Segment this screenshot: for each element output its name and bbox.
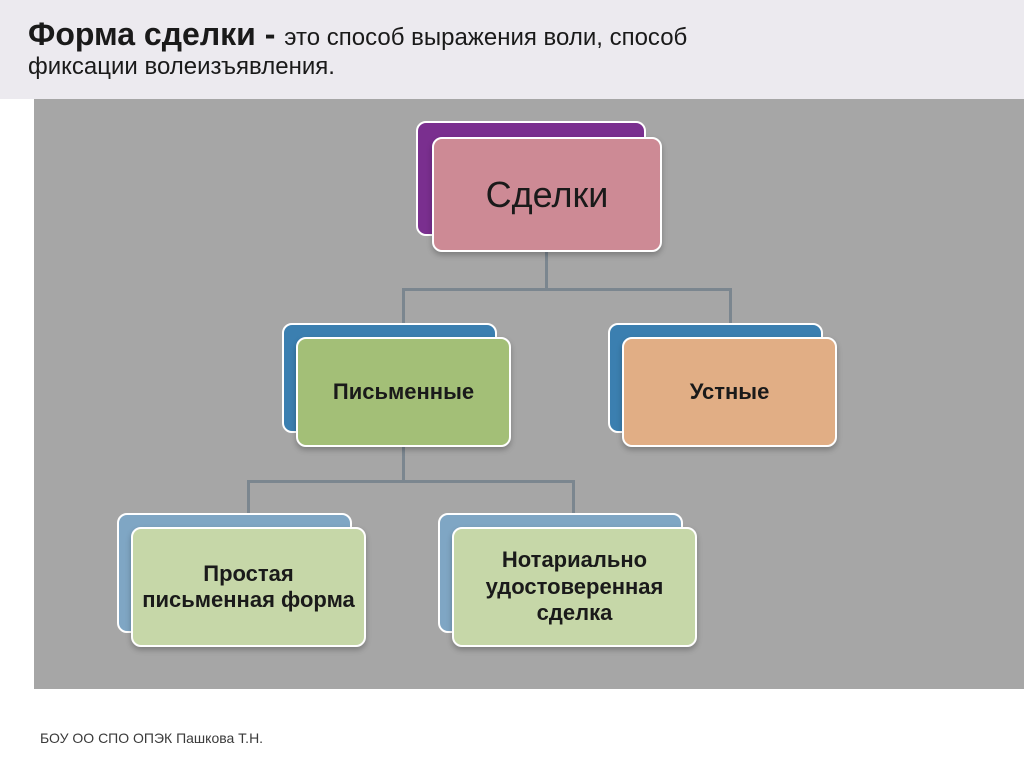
connector-3: [729, 288, 732, 323]
title-rest-1: это способ выражения воли, способ: [284, 24, 687, 51]
node-simple: Простая письменная форма: [131, 527, 366, 647]
node-root: Сделки: [432, 137, 662, 252]
node-label-root: Сделки: [486, 173, 609, 216]
connector-2: [402, 288, 405, 323]
connector-6: [247, 480, 250, 513]
title-bold: Форма сделки -: [28, 16, 284, 52]
connector-4: [402, 447, 405, 480]
connector-7: [572, 480, 575, 513]
title-rest-2: фиксации волеизъявления.: [28, 53, 335, 80]
node-oral: Устные: [622, 337, 837, 447]
node-label-simple: Простая письменная форма: [141, 561, 356, 614]
connector-1: [402, 288, 732, 291]
diagram-canvas: Сделки Письменные Устные Простая письменная…: [34, 99, 1024, 689]
connector-0: [545, 252, 548, 288]
node-label-oral: Устные: [690, 379, 770, 405]
connector-5: [247, 480, 575, 483]
node-label-notarial: Нотариально удостоверенная сделка: [462, 547, 687, 626]
title-bar: Форма сделки - это способ выражения воли…: [0, 0, 1024, 99]
footer-text: БОУ ОО СПО ОПЭК Пашкова Т.Н.: [40, 730, 263, 746]
node-label-written: Письменные: [333, 379, 474, 405]
node-written: Письменные: [296, 337, 511, 447]
node-notarial: Нотариально удостоверенная сделка: [452, 527, 697, 647]
